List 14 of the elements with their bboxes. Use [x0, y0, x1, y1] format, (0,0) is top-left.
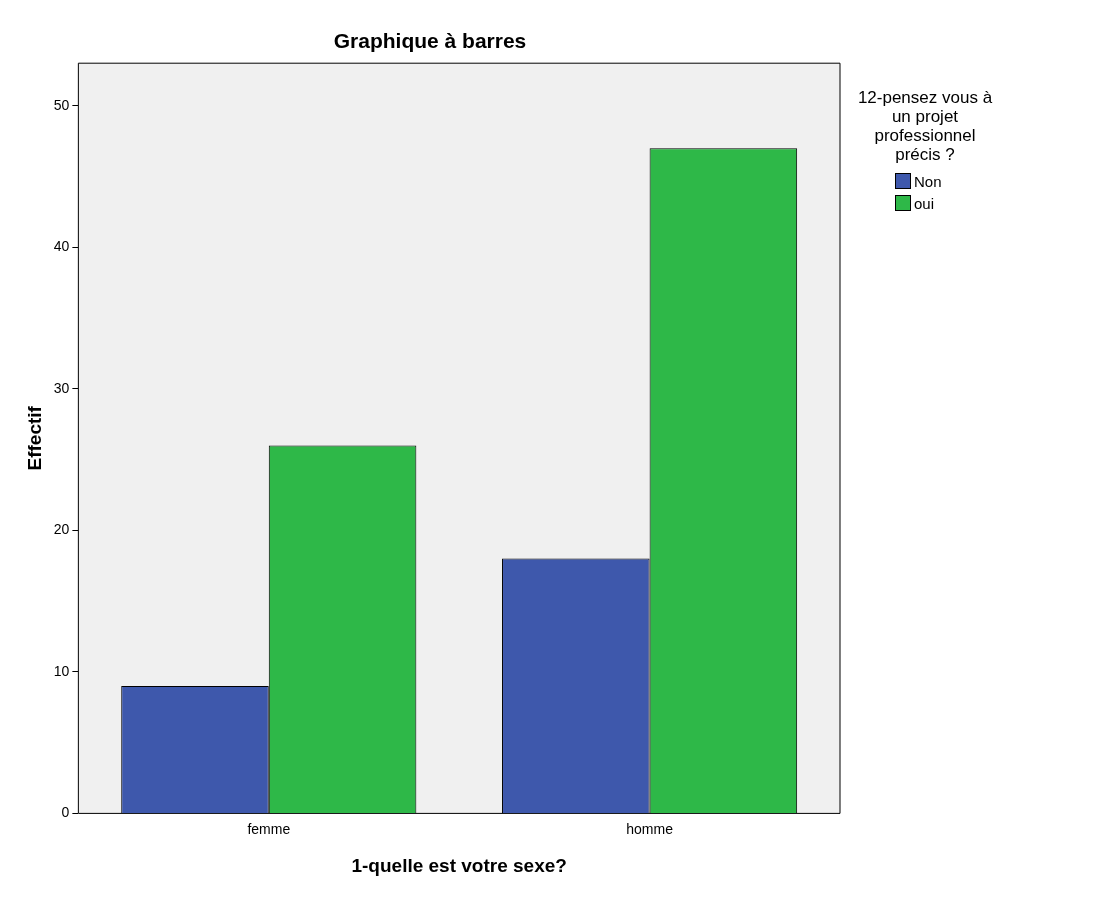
- x-axis-title: 1-quelle est votre sexe?: [351, 854, 567, 876]
- y-tick-label: 0: [61, 804, 70, 821]
- y-tick-label: 20: [53, 521, 70, 538]
- legend-title: 12-pensez vous à un projet professionnel précis ?: [856, 88, 994, 164]
- x-tick-label: femme: [247, 820, 291, 837]
- legend-label: Non: [914, 172, 942, 190]
- y-tick-label: 30: [53, 379, 70, 396]
- y-tick-label: 10: [53, 662, 70, 679]
- legend-label: oui: [914, 194, 935, 212]
- y-axis-title: Effectif: [23, 405, 45, 471]
- chart-title: Graphique à barres: [333, 29, 527, 53]
- y-tick-label: 40: [53, 238, 70, 255]
- y-tick-label: 50: [53, 96, 70, 113]
- x-tick-label: homme: [626, 820, 674, 837]
